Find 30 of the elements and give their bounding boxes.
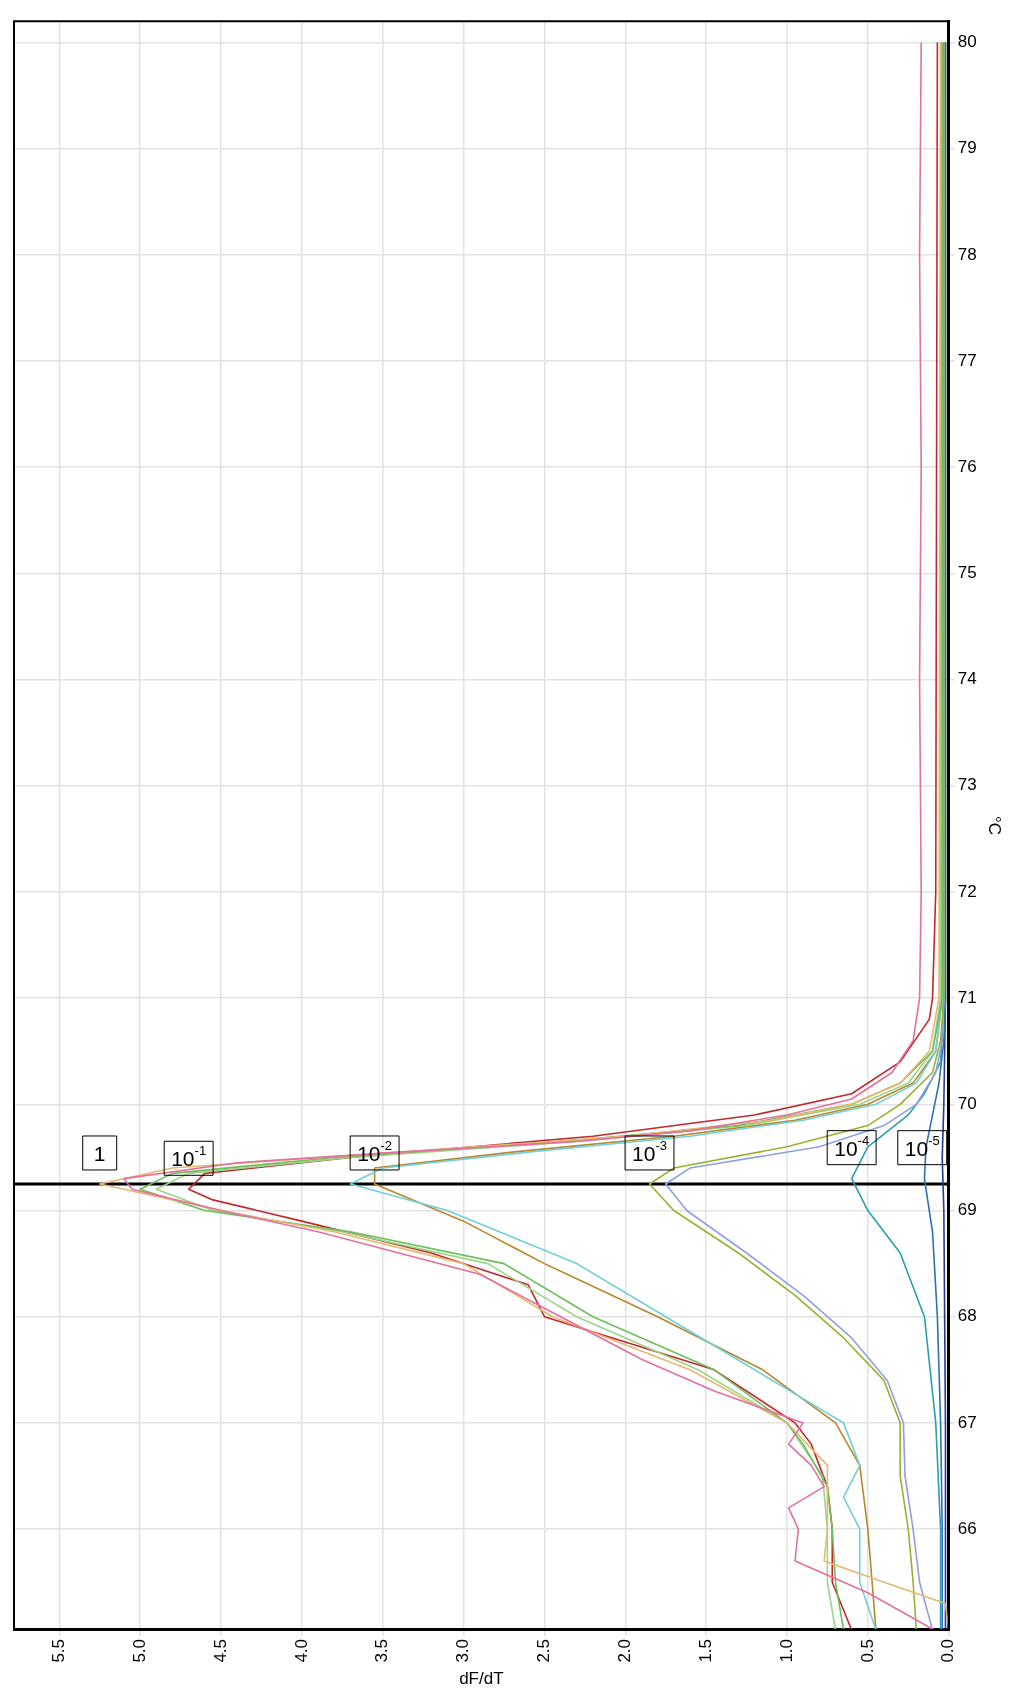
- y-tick-label: 70: [957, 1094, 977, 1114]
- y-tick-label: 79: [957, 138, 977, 158]
- x-tick-label: 4.5: [210, 1638, 230, 1663]
- x-tick-label: 0.5: [857, 1638, 877, 1663]
- x-tick-label: 2.0: [614, 1638, 634, 1663]
- y-tick-label: 80: [957, 32, 977, 52]
- x-tick-label: 3.0: [453, 1638, 473, 1663]
- y-tick-label: 75: [957, 563, 977, 583]
- x-tick-label: 1.0: [776, 1638, 796, 1663]
- x-tick-label: 0.0: [938, 1638, 958, 1663]
- y-tick-label: 71: [957, 987, 977, 1007]
- x-tick-label: 2.5: [534, 1638, 554, 1663]
- y-tick-label: 73: [957, 775, 977, 795]
- x-tick-label: 5.5: [48, 1638, 68, 1663]
- y-tick-label: 78: [957, 244, 977, 264]
- y-axis-title: °C: [985, 816, 1005, 836]
- y-tick-label: 74: [957, 669, 977, 689]
- annotation: 1: [93, 1141, 106, 1165]
- y-tick-label: 69: [957, 1200, 977, 1220]
- x-tick-label: 1.5: [695, 1638, 715, 1663]
- y-tick-label: 67: [957, 1412, 977, 1432]
- y-tick-label: 66: [957, 1518, 977, 1538]
- y-tick-label: 77: [957, 350, 977, 370]
- y-tick-label: 72: [957, 881, 977, 901]
- y-tick-label: 68: [957, 1306, 977, 1326]
- x-axis-title: dF/dT: [459, 1669, 504, 1689]
- y-tick-label: 76: [957, 456, 977, 476]
- x-tick-label: 4.0: [291, 1638, 311, 1663]
- x-tick-label: 3.5: [372, 1638, 392, 1663]
- x-tick-label: 5.0: [129, 1638, 149, 1663]
